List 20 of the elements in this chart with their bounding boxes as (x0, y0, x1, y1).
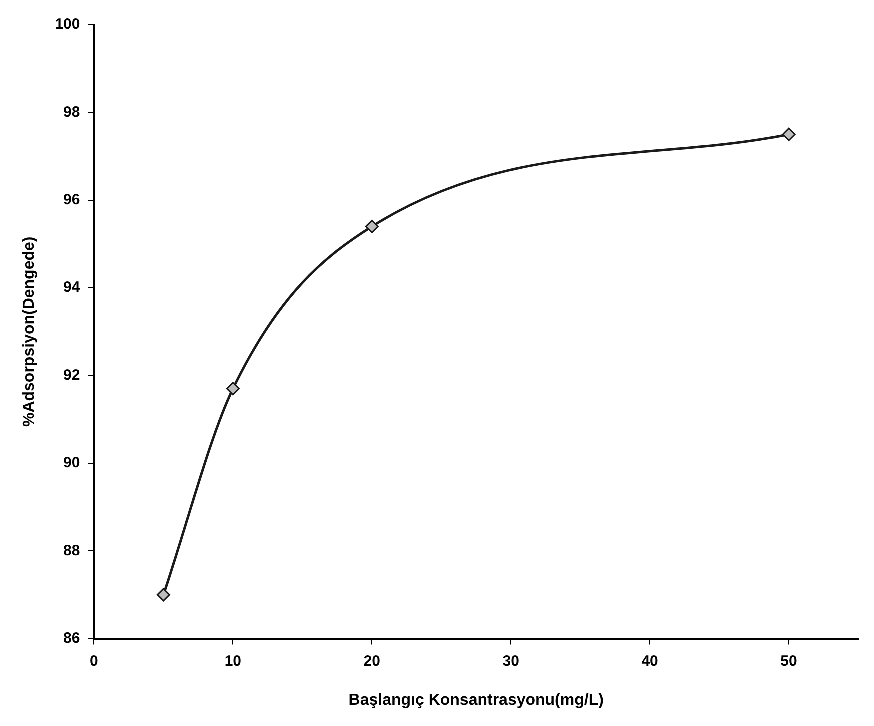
y-tick-label: 96 (64, 192, 80, 209)
x-tick-label: 20 (364, 652, 380, 670)
point (156, 588, 170, 602)
y-tick-label: 92 (64, 366, 80, 384)
y-tick-label: 88 (64, 542, 80, 560)
point (226, 382, 240, 396)
x-tick-label: 0 (90, 652, 98, 670)
y-axis-title: %Adsorpsiyon(Dengede) (21, 236, 38, 428)
y-tick-label: 100 (55, 16, 80, 34)
y-tick-label: 90 (64, 454, 80, 472)
y-tick-label: 86 (64, 630, 80, 647)
point (782, 128, 796, 142)
point (365, 220, 379, 234)
x-tick-label: 50 (780, 652, 798, 670)
x-axis-title: Başlangıç Konsantrasyonu(mg/L) (348, 692, 604, 709)
x-tick-label: 10 (224, 652, 242, 670)
y-tick-label: 94 (64, 279, 81, 296)
y-tick-label: 98 (64, 104, 80, 121)
x-tick-label: 40 (642, 652, 658, 670)
x-tick-label: 30 (502, 652, 520, 670)
